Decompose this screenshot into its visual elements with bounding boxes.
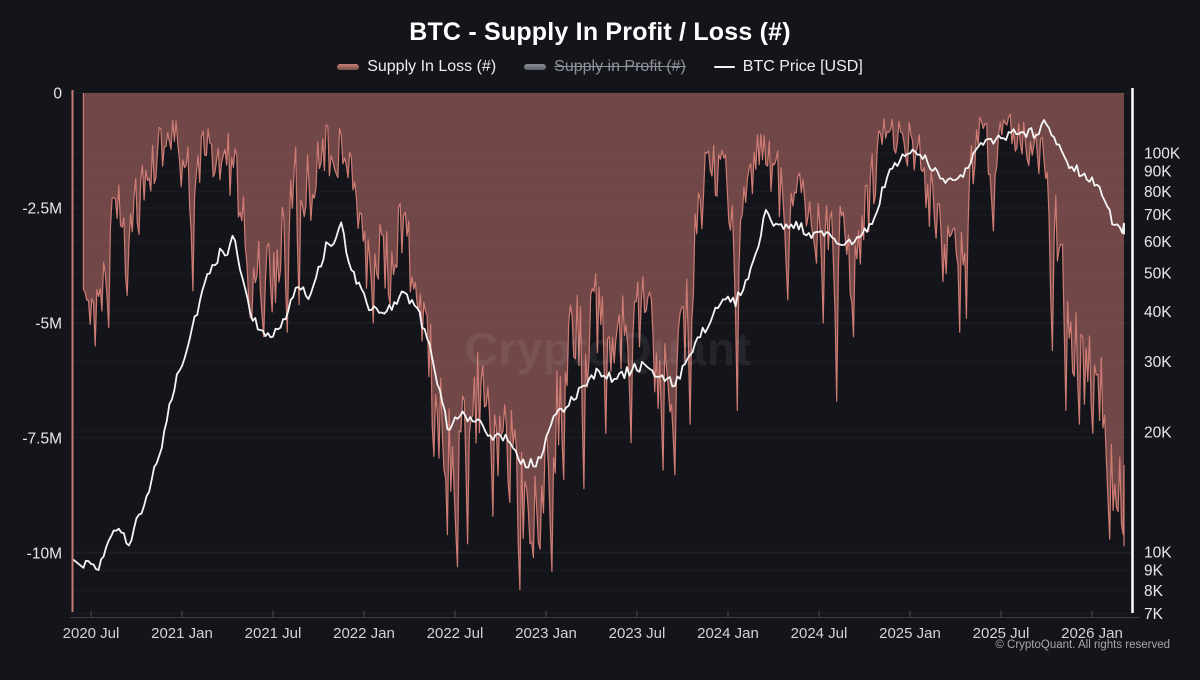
x-tick-label: 2021 Jul: [245, 625, 302, 642]
legend-label: Supply in Profit (#): [554, 58, 686, 75]
y-left-tick-label: -10M: [27, 545, 62, 562]
y-left-tick-label: -7.5M: [22, 430, 62, 447]
y-right-tick-label: 30K: [1144, 354, 1172, 371]
x-tick-label: 2024 Jul: [791, 625, 848, 642]
y-right-tick-label: 8K: [1144, 583, 1164, 600]
x-tick-label: 2023 Jan: [515, 625, 577, 642]
x-tick-label: 2020 Jul: [63, 625, 120, 642]
btc-price-line: [72, 119, 1125, 571]
y-right-tick-label: 40K: [1144, 304, 1172, 321]
x-tick-label: 2024 Jan: [697, 625, 759, 642]
y-right-tick-label: 7K: [1144, 606, 1164, 623]
y-right-tick-label: 20K: [1144, 424, 1172, 441]
y-left-tick-label: -5M: [35, 315, 62, 332]
y-left-tick-label: 0: [53, 85, 62, 102]
legend-item-supply-in-profit[interactable]: Supply in Profit (#): [524, 58, 686, 76]
x-tick-label: 2025 Jul: [973, 625, 1030, 642]
supply-in-profit-swatch-icon: [524, 64, 547, 70]
copyright-note: © CryptoQuant. All rights reserved: [995, 639, 1170, 651]
x-tick-label: 2023 Jul: [609, 625, 666, 642]
y-right-tick-label: 70K: [1144, 207, 1172, 224]
supply-in-loss-swatch-icon: [337, 64, 360, 70]
x-axis-labels: 2020 Jul 2021 Jan 2021 Jul 2022 Jan 2022 Jul…: [63, 611, 1123, 642]
y-right-tick-label: 100K: [1144, 145, 1181, 162]
x-tick-label: 2026 Jan: [1061, 625, 1123, 642]
x-tick-label: 2025 Jan: [879, 625, 941, 642]
y-left-tick-label: -2.5M: [22, 200, 62, 217]
x-tick-label: 2022 Jan: [333, 625, 395, 642]
y-right-tick-label: 10K: [1144, 544, 1172, 561]
y-right-tick-label: 60K: [1144, 234, 1172, 251]
y-right-tick-label: 9K: [1144, 563, 1164, 580]
x-tick-label: 2021 Jan: [151, 625, 213, 642]
legend-label: BTC Price [USD]: [742, 58, 863, 75]
supply-in-loss-line: [82, 93, 1125, 591]
chart-legend: Supply In Loss (#) Supply in Profit (#) …: [0, 58, 1200, 76]
legend-label: Supply In Loss (#): [367, 58, 497, 75]
right-axis-labels: 100K 90K 80K 70K 60K 50K 40K 30K 20K 10K 9K 8K 7K: [1144, 145, 1181, 623]
y-right-tick-label: 50K: [1144, 266, 1172, 283]
legend-item-supply-in-loss[interactable]: Supply In Loss (#): [337, 58, 496, 76]
left-axis-labels: 0 -2.5M -5M -7.5M -10M: [22, 85, 62, 562]
y-right-tick-label: 80K: [1144, 184, 1172, 201]
legend-item-btc-price[interactable]: BTC Price [USD]: [713, 58, 863, 76]
x-tick-label: 2022 Jul: [427, 625, 484, 642]
y-right-tick-label: 90K: [1144, 164, 1172, 181]
page-title: BTC - Supply In Profit / Loss (#): [409, 18, 791, 46]
btc-price-swatch-icon: [713, 65, 735, 69]
